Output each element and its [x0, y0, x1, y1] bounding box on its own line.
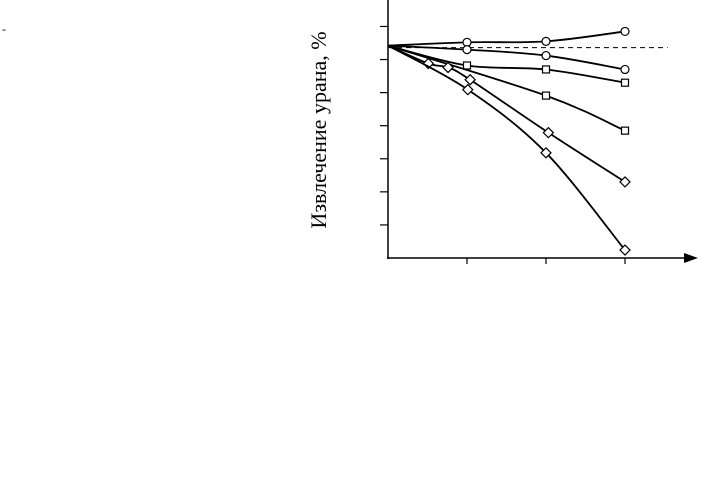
marker [620, 126, 630, 135]
marker [540, 146, 552, 159]
x-axis-arrow [684, 253, 698, 263]
marker [462, 45, 472, 55]
y-axis-label: Извлечение урана, % [306, 31, 331, 228]
annotation: - [2, 22, 6, 36]
series-line [387, 30, 626, 47]
series-line [387, 44, 626, 132]
series-line [387, 44, 626, 71]
marker [442, 61, 454, 74]
marker [542, 126, 555, 139]
marker [620, 78, 630, 87]
marker [541, 50, 551, 61]
marker [619, 176, 631, 188]
series-line [387, 44, 626, 251]
marker [461, 83, 474, 96]
marker [541, 91, 551, 100]
marker [462, 61, 472, 70]
marker [619, 244, 631, 256]
marker [541, 65, 551, 74]
marker [620, 64, 630, 75]
marker [620, 26, 630, 37]
marker [541, 36, 551, 46]
marker [464, 73, 477, 86]
